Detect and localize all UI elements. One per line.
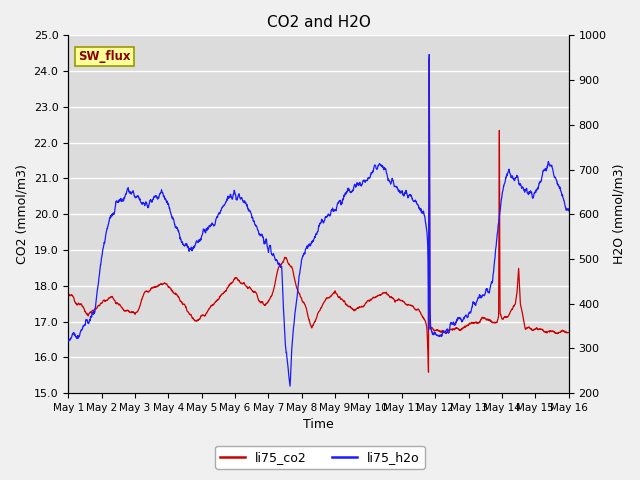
Legend: li75_co2, li75_h2o: li75_co2, li75_h2o (215, 446, 425, 469)
X-axis label: Time: Time (303, 419, 334, 432)
Y-axis label: H2O (mmol/m3): H2O (mmol/m3) (612, 164, 625, 264)
Title: CO2 and H2O: CO2 and H2O (266, 15, 371, 30)
Text: SW_flux: SW_flux (78, 49, 131, 63)
Y-axis label: CO2 (mmol/m3): CO2 (mmol/m3) (15, 164, 28, 264)
